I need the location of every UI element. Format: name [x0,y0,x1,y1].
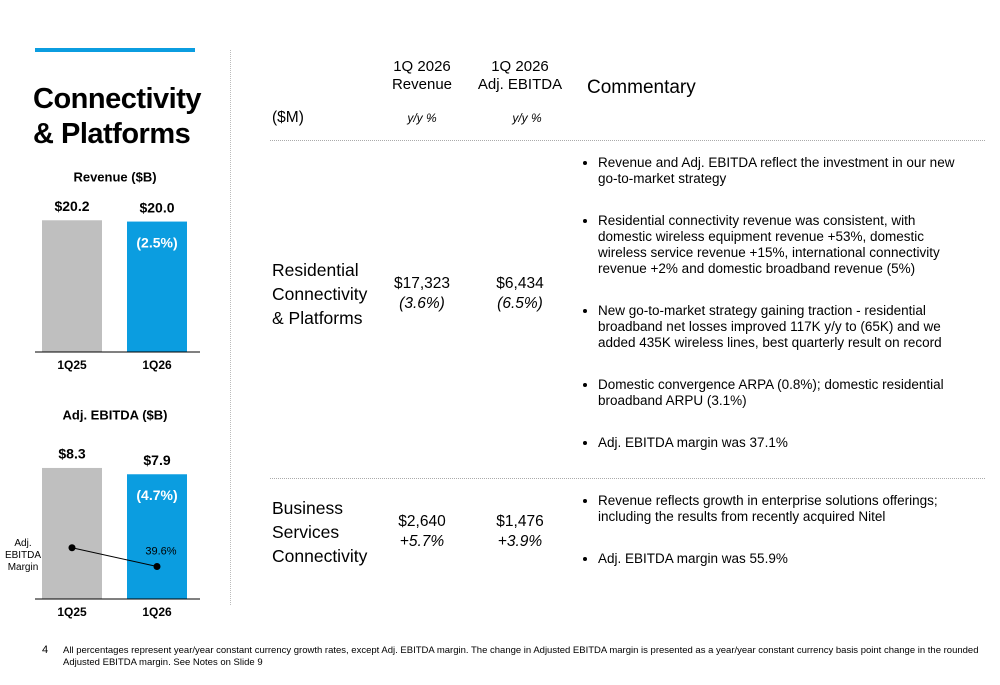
bar [42,220,102,352]
revenue-cell: $17,323 (3.6%) [372,274,472,314]
unit-label: ($M) [272,109,304,126]
margin-line [71,547,158,567]
chart-title: Adj. EBITDA ($B) [63,407,168,422]
value-label: $8.3 [58,446,85,462]
value-label: $20.2 [54,198,89,214]
change-label: (2.5%) [136,234,177,250]
revenue-cell: $2,640 +5.7% [372,512,472,552]
column-header: 1Q 2026 Revenue [372,58,472,94]
slide-title: Connectivity & Platforms [33,82,202,152]
column-subheader: y/y % [407,111,437,125]
row-separator [270,478,985,479]
header-line: Revenue [391,76,453,93]
margin-label: 39.6% [145,545,176,557]
change-label: (4.7%) [136,487,177,503]
header-line: 1Q 2026 [491,58,549,75]
ebitda-cell: $6,434 (6.5%) [470,274,570,314]
x-tick-label: 1Q26 [142,358,172,372]
segment-name: Residential Connectivity & Platforms [272,260,368,328]
ebitda: $6,434 [496,275,544,292]
x-tick-label: 1Q26 [142,605,172,619]
charts: Revenue ($B) $20.2 1Q25 $20.0 1Q26 (2.5%) Adj.… [35,169,200,619]
row-separator [270,140,985,141]
value-label: $7.9 [143,452,170,468]
accent-bar [35,48,195,52]
footnote: All percentages represent year/year cons… [63,645,979,668]
commentary-item: New go-to-market strategy gaining tracti… [598,303,963,351]
column-header: Commentary [587,77,696,98]
column-header: 1Q 2026 Adj. EBITDA [470,58,570,94]
revenue-change: +5.7% [399,533,445,550]
margin-point [153,563,161,570]
ebitda-change: +3.9% [497,533,543,550]
segment-name: Business Services Connectivity [272,498,368,566]
bar [127,221,187,352]
x-tick-label: 1Q25 [57,605,87,619]
title-line: & Platforms [33,118,191,150]
revenue: $2,640 [398,513,446,530]
commentary-item: Domestic convergence ARPA (0.8%); domest… [598,377,963,409]
commentary: Revenue and Adj. EBITDA reflect the inve… [580,155,963,477]
series-label: Adj. EBITDA Margin [4,538,42,573]
revenue: $17,323 [393,275,451,292]
divider [230,50,231,605]
value-label: $20.0 [139,199,174,215]
revenue-change: (3.6%) [399,295,445,312]
margin-point [68,544,76,552]
bar [127,474,187,599]
chart-title: Revenue ($B) [73,169,156,184]
title-line: Connectivity [33,83,202,115]
commentary-item: Residential connectivity revenue was con… [598,213,963,277]
commentary-item: Revenue and Adj. EBITDA reflect the inve… [598,155,963,187]
page-number: 4 [42,644,49,656]
ebitda: $1,476 [496,513,544,530]
ebitda-cell: $1,476 +3.9% [470,512,570,552]
header-line: Adj. EBITDA [477,76,563,93]
column-subheader: y/y % [512,111,542,125]
header-line: 1Q 2026 [393,58,451,75]
x-tick-label: 1Q25 [57,358,87,372]
ebitda-change: (6.5%) [497,295,543,312]
commentary-item: Adj. EBITDA margin was 37.1% [598,435,963,451]
bar [42,467,102,599]
commentary-item: Adj. EBITDA margin was 55.9% [598,551,963,567]
commentary-item: Revenue reflects growth in enterprise so… [598,493,963,525]
commentary: Revenue reflects growth in enterprise so… [580,493,963,593]
